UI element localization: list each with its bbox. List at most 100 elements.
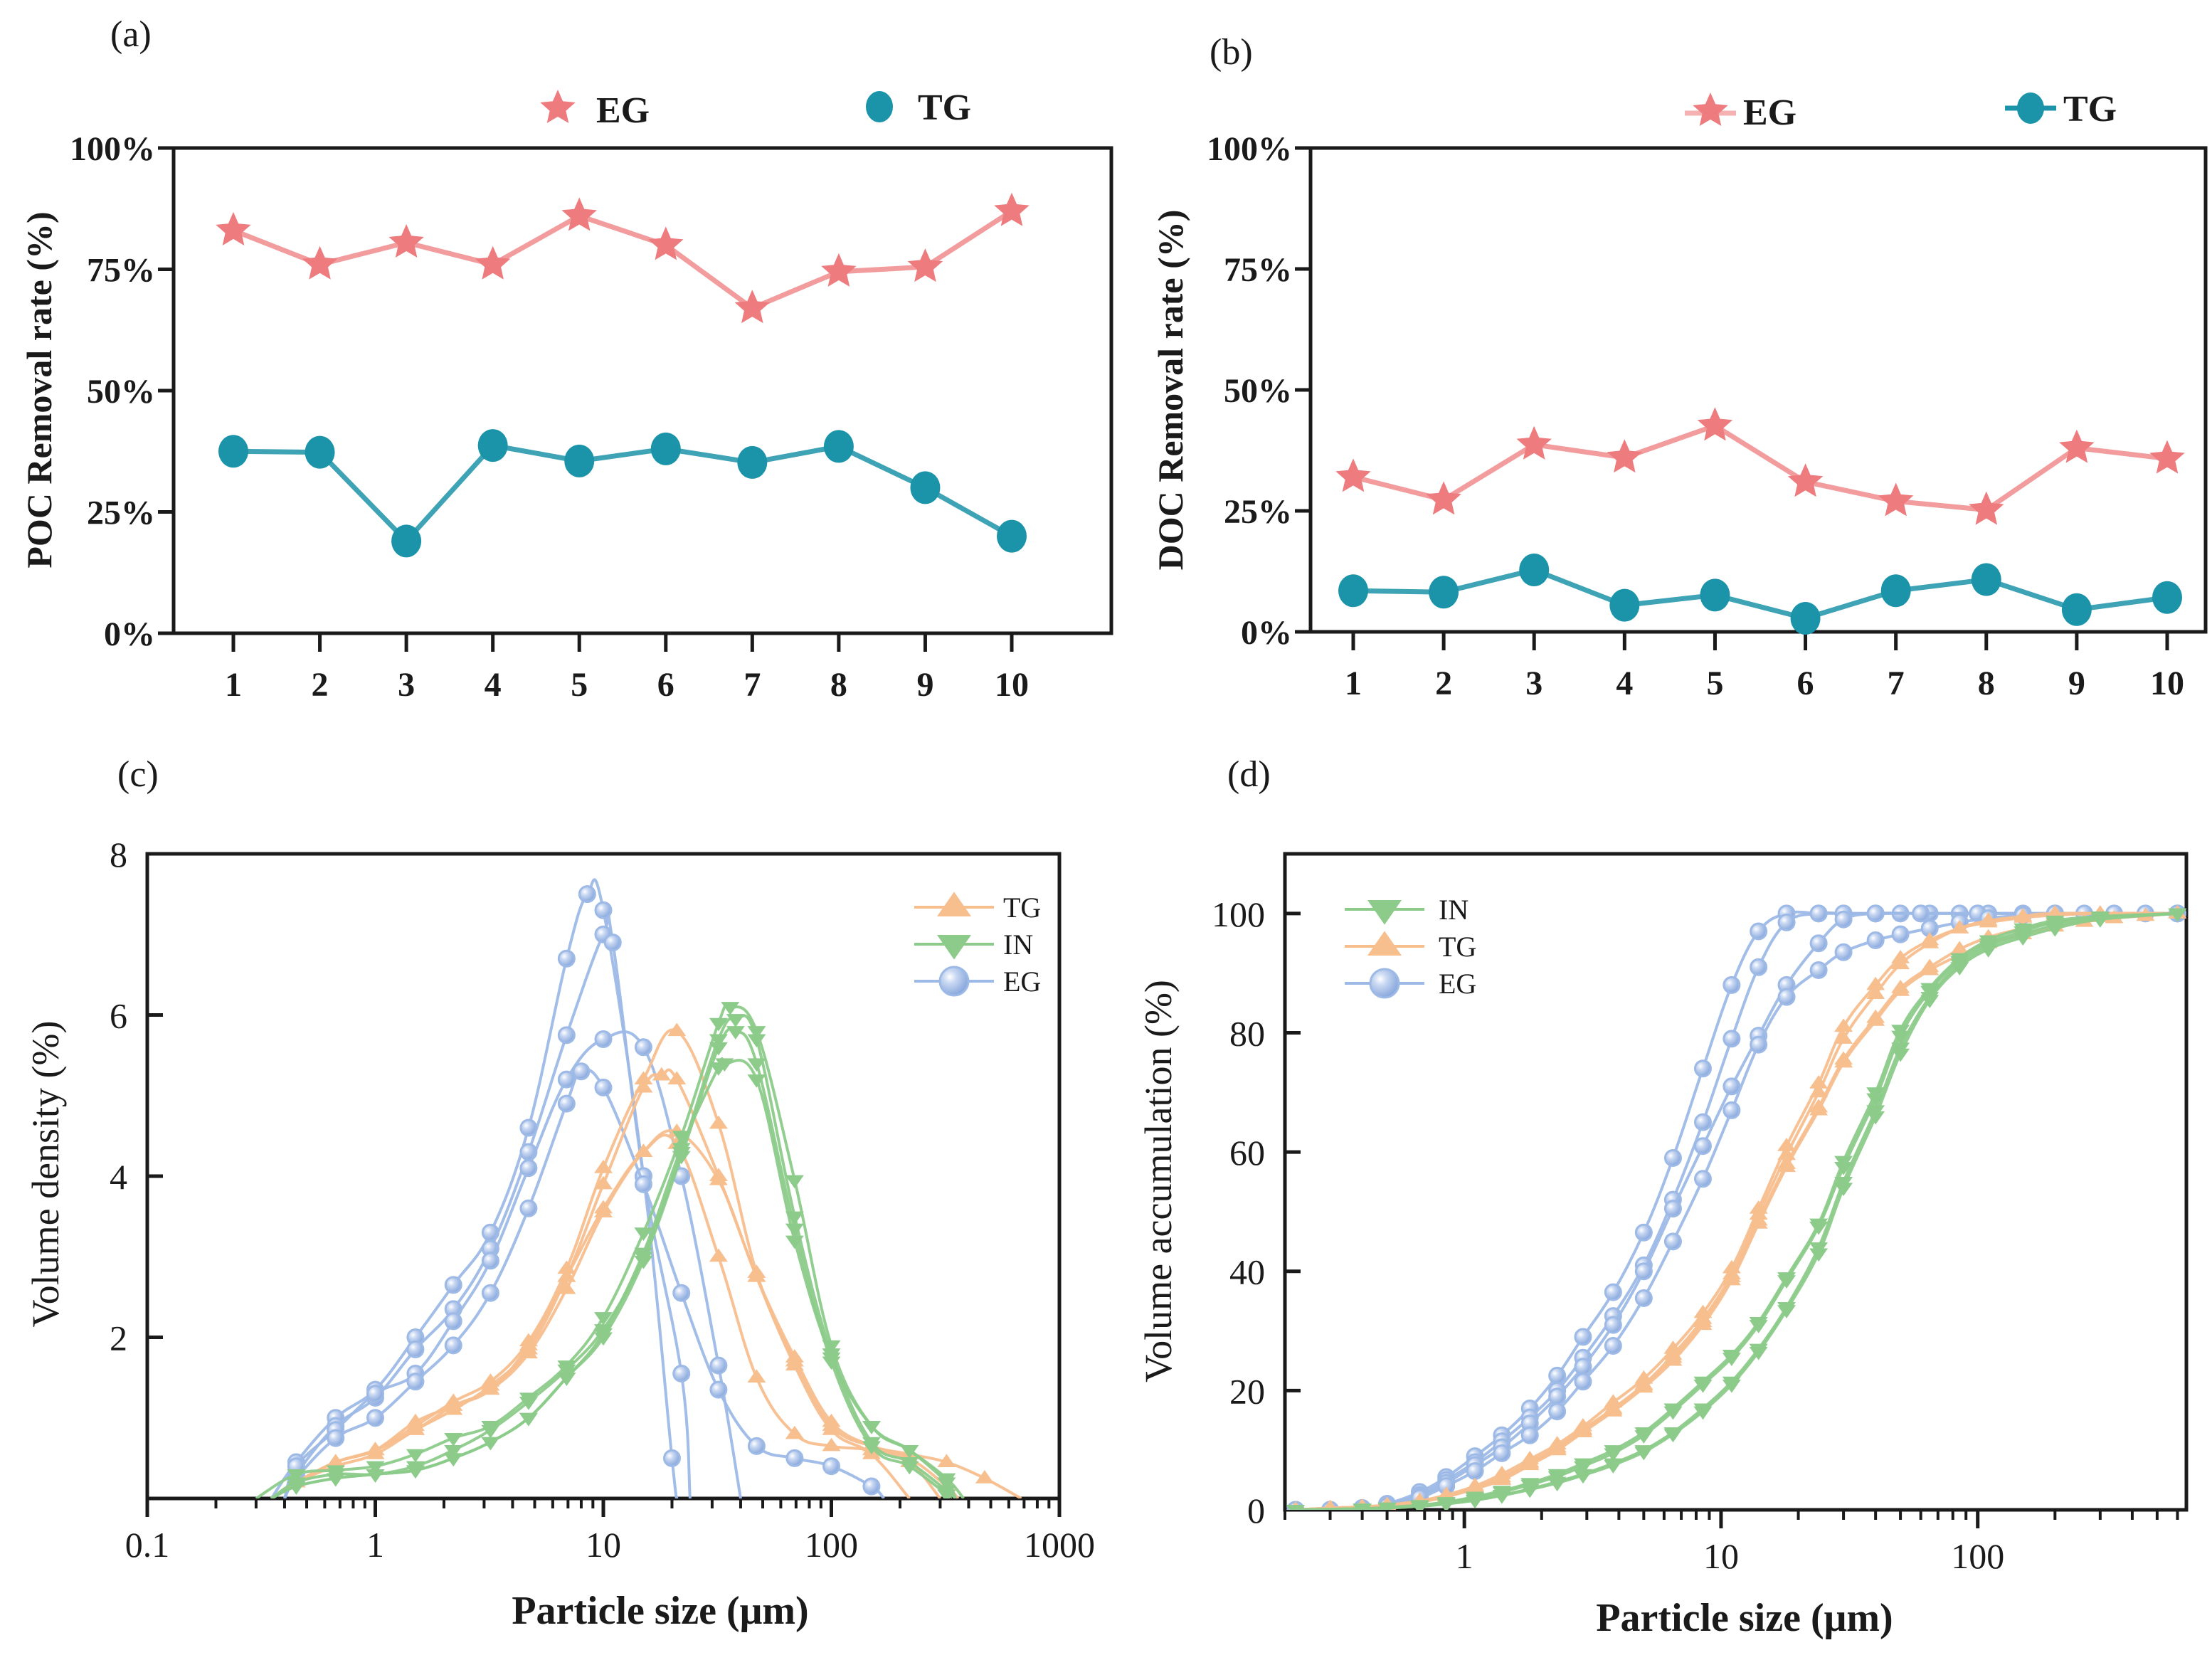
data-point-eg-star (1607, 439, 1643, 473)
data-point-eg-star (1878, 482, 1914, 517)
data-point-triangle-down (594, 1312, 613, 1326)
y-tick-label: 25% (1224, 493, 1292, 531)
data-point-eg-star (388, 224, 424, 258)
data-point-sphere (1604, 1337, 1622, 1355)
y-tick-label: 0% (104, 615, 155, 653)
data-point-triangle-down (287, 1481, 306, 1495)
panel-b-doc-removal-chart: 0% 25% 50% 75% 100% 1 2 3 4 5 6 7 8 9 10 DOC Removal r… (1150, 89, 2208, 702)
data-point-sphere (1634, 1262, 1653, 1281)
data-point-sphere (709, 1380, 728, 1399)
data-point-sphere (481, 1252, 499, 1270)
data-point-triangle-down (1920, 995, 1940, 1009)
data-point-triangle-up (481, 1381, 500, 1395)
data-point-tg-circle (477, 429, 508, 462)
series-line-eg (283, 1030, 742, 1498)
data-point-eg-star (1426, 481, 1461, 515)
series-eg-replicate (1286, 904, 2186, 1510)
data-point-triangle-down (1436, 1498, 1456, 1510)
y-tick-label: 8 (110, 835, 127, 874)
series-line-eg (1295, 910, 2178, 1510)
data-point-triangle-up (1777, 1156, 1796, 1169)
x-tick-label: 5 (1706, 665, 1723, 702)
data-point-triangle-down (715, 1058, 734, 1072)
data-point-sphere (327, 1429, 345, 1447)
data-point-triangle-down (1573, 1461, 1592, 1475)
series-in-replicate (270, 1026, 956, 1498)
x-tick-label: 1000 (1024, 1525, 1095, 1565)
x-tick-label: 8 (830, 666, 847, 704)
panel-d-volume-accumulation-chart: 0 20 40 60 80 100 1 10 100 Volume accumulation (… (1137, 852, 2189, 1640)
data-point-triangle-up (1722, 1269, 1741, 1283)
series-line-tg (1295, 911, 2178, 1510)
panel-d-legend: IN TG EG (1345, 894, 1476, 1000)
data-point-triangle-down (634, 1247, 653, 1262)
data-point-sphere (557, 949, 576, 968)
data-point-triangle-up (557, 1280, 576, 1294)
data-point-triangle-down (1891, 1030, 1910, 1045)
data-point-eg-star (734, 290, 771, 324)
panel-a-y-axis-title: POC Removal rate (%) (19, 211, 59, 568)
data-point-sphere (1722, 1030, 1741, 1048)
data-point-sphere (1693, 1170, 1712, 1188)
data-point-sphere (1604, 1283, 1622, 1301)
data-point-tg-circle (1609, 588, 1640, 622)
data-point-triangle-down (747, 1074, 766, 1088)
data-point-sphere (1369, 968, 1400, 999)
data-point-triangle-down (1663, 1429, 1683, 1443)
x-tick-label: 10 (586, 1525, 621, 1565)
data-point-tg-circle (1880, 574, 1911, 608)
panel-a-axes: 0% 25% 50% 75% 100% 1 2 3 4 5 6 7 8 9 10 (70, 130, 1113, 704)
data-point-triangle-up (937, 1454, 956, 1468)
panel-d-y-axis-title: Volume accumulation (%) (1137, 980, 1180, 1382)
data-point-sphere (1693, 1059, 1712, 1078)
series-line-tg (1295, 911, 2178, 1510)
data-point-triangle-down (406, 1465, 425, 1479)
legend-item-eg: EG (914, 966, 1041, 998)
series-tg-replicate (1289, 905, 2186, 1510)
panel-b-axes: 0% 25% 50% 75% 100% 1 2 3 4 5 6 7 8 9 10 (1207, 130, 2208, 702)
data-point-sphere (1834, 910, 1853, 929)
data-point-triangle-down (1891, 1048, 1910, 1062)
data-point-eg-star (561, 197, 597, 231)
legend-label-in: IN (1003, 929, 1033, 961)
data-point-triangle-down (862, 1441, 881, 1455)
data-point-triangle-down (937, 935, 971, 960)
data-point-tg-circle (737, 445, 768, 479)
plot-frame (1308, 146, 2208, 634)
data-point-sphere (594, 1078, 613, 1096)
y-tick-label: 50% (1224, 372, 1292, 410)
x-tick-label: 8 (1978, 665, 1995, 702)
data-point-eg-star (2149, 440, 2185, 474)
panel-a-series (216, 192, 1030, 558)
data-point-sphere (406, 1373, 425, 1391)
data-point-triangle-down (444, 1445, 463, 1459)
data-point-triangle-down (822, 1352, 841, 1366)
y-tick-label: 75% (1224, 251, 1292, 289)
data-point-tg-circle (650, 432, 681, 465)
data-point-sphere (1548, 1366, 1567, 1385)
data-point-sphere (557, 1094, 576, 1113)
data-point-triangle-down (1573, 1470, 1592, 1484)
data-point-triangle-down (1693, 1379, 1713, 1393)
x-tick-label: 9 (916, 666, 933, 704)
series-tg-replicate (1289, 905, 2186, 1510)
series-tg-replicate (270, 1067, 911, 1498)
legend-item-eg: EG (1345, 968, 1476, 1000)
data-point-triangle-down (1353, 1504, 1372, 1510)
series-in-replicate (1286, 908, 2186, 1510)
data-point-tg-circle (2152, 581, 2182, 614)
data-point-sphere (444, 1312, 462, 1331)
legend-eg-star-icon (1685, 92, 1736, 126)
panel-c-axes: 2 4 6 8 0.1 1 10 100 1000 (110, 835, 1095, 1565)
data-point-eg-star (907, 248, 943, 282)
data-point-sphere (366, 1385, 384, 1403)
data-point-triangle-up (406, 1413, 425, 1427)
data-point-triangle-down (709, 1042, 728, 1056)
y-tick-label: 50% (87, 373, 155, 411)
series-line-eg (1295, 911, 2178, 1510)
data-point-triangle-down (1492, 1490, 1511, 1504)
data-point-eg-star (1787, 463, 1824, 497)
y-tick-label: 100 (1212, 894, 1265, 934)
panel-c-volume-density-chart: 2 4 6 8 0.1 1 10 100 1000 Volume density (%) Par… (24, 835, 1095, 1633)
data-point-triangle-down (1777, 1305, 1796, 1318)
